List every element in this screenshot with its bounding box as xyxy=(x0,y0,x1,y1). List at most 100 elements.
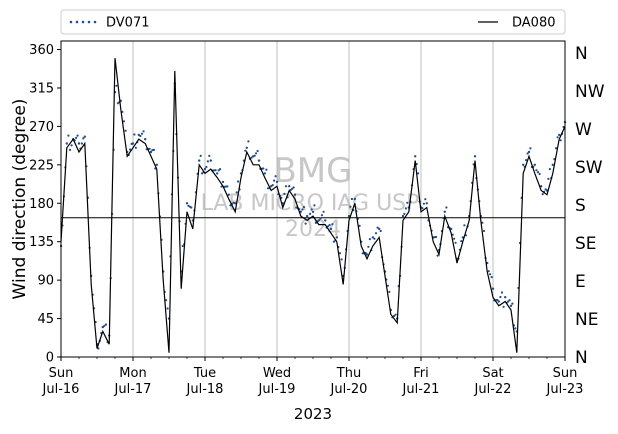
dv071-point xyxy=(329,227,333,231)
dv071-point xyxy=(155,163,158,166)
dv071-point xyxy=(101,325,105,329)
dv071-point xyxy=(256,149,259,153)
dv071-point xyxy=(283,192,286,195)
dv071-point xyxy=(221,180,225,184)
legend-dv071-label: DV071 xyxy=(106,16,150,31)
dv071-point xyxy=(376,226,379,229)
legend: DV071 DA080 xyxy=(60,9,566,35)
x-tick-label-date: Jul-22 xyxy=(474,382,512,397)
dv071-point xyxy=(115,84,118,87)
compass-label: SE xyxy=(575,234,597,254)
x-tick-label-day: Sat xyxy=(482,366,503,381)
dv071-point xyxy=(262,167,265,170)
dv071-point xyxy=(424,198,427,201)
dv071-point xyxy=(310,208,313,211)
dv071-point xyxy=(309,212,312,215)
dv071-point xyxy=(206,160,209,163)
watermark-line-3: 2024 xyxy=(285,217,341,242)
compass-label: E xyxy=(575,272,586,292)
dv071-point xyxy=(509,304,513,307)
dv071-point xyxy=(350,197,353,201)
dv071-point xyxy=(527,150,531,154)
dv071-point xyxy=(378,227,381,231)
dv071-point xyxy=(373,237,376,240)
compass-label: W xyxy=(575,120,592,140)
dv071-point xyxy=(526,152,529,155)
dv071-point xyxy=(392,314,396,318)
dv071-point xyxy=(198,159,201,162)
y-tick-label: 180 xyxy=(29,197,54,212)
dv071-point xyxy=(244,149,247,152)
dv071-point xyxy=(250,156,253,159)
dv071-point xyxy=(538,172,541,176)
dv071-point xyxy=(496,298,499,302)
dv071-point xyxy=(502,305,505,308)
dv071-point xyxy=(263,172,266,175)
dv071-point xyxy=(229,204,232,207)
dv071-point xyxy=(422,202,425,205)
x-tick-label-day: Wed xyxy=(263,366,291,381)
watermark: BMG LAB MICRO IAG USP 2024 xyxy=(201,151,420,242)
y-tick-label: 225 xyxy=(29,158,54,173)
dv071-point xyxy=(70,144,73,147)
dv071-point xyxy=(266,187,270,190)
legend-box xyxy=(60,9,566,35)
dv071-point xyxy=(388,290,391,293)
dv071-point xyxy=(214,169,217,172)
dv071-point xyxy=(394,313,397,316)
y-tick-label: 0 xyxy=(46,351,54,366)
dv071-point xyxy=(235,191,238,194)
x-tick-label-date: Jul-19 xyxy=(258,382,296,397)
dv071-point xyxy=(365,253,369,256)
dv071-point xyxy=(274,175,277,178)
dv071-point xyxy=(556,136,559,139)
dv071-point xyxy=(508,299,511,302)
dv071-point xyxy=(454,241,457,244)
dv071-point xyxy=(217,169,220,172)
dv071-point xyxy=(97,347,100,350)
dv071-point xyxy=(327,225,330,228)
dv071-point xyxy=(324,219,327,222)
dv071-point xyxy=(201,172,204,175)
dv071-point xyxy=(541,193,544,196)
dv071-point xyxy=(529,147,532,150)
dv071-point xyxy=(144,138,147,141)
dv071-point xyxy=(536,171,540,174)
dv071-point xyxy=(367,245,370,248)
dv071-point xyxy=(533,163,536,166)
dv071-point xyxy=(436,254,439,257)
compass-label: NW xyxy=(575,82,605,102)
dv071-point xyxy=(302,206,306,209)
y-tick-label: 270 xyxy=(29,120,54,135)
dv071-point xyxy=(317,219,320,222)
dv071-point xyxy=(332,240,335,243)
dv071-point xyxy=(237,180,240,183)
x-tick-label-day: Fri xyxy=(413,366,429,381)
x-tick-label-day: Tue xyxy=(193,366,216,381)
dv071-point xyxy=(121,110,124,113)
dv071-point xyxy=(165,299,168,302)
dv071-point xyxy=(185,202,189,205)
dv071-point xyxy=(76,134,79,137)
dv071-point xyxy=(148,147,151,150)
dv071-point xyxy=(313,204,316,207)
dv071-point xyxy=(129,148,132,151)
y-tick-label: 135 xyxy=(29,235,54,250)
dv071-point xyxy=(551,163,554,166)
dv071-point xyxy=(253,154,256,157)
dv071-point xyxy=(417,172,420,175)
y-axis: 0 45 90 135 180 225 270 315 360 xyxy=(29,43,61,366)
x-tick-label-day: Mon xyxy=(119,366,146,381)
compass-axis: N NE E SE S SW W NW N xyxy=(575,44,605,368)
dv071-point xyxy=(83,135,87,138)
dv071-point xyxy=(65,142,69,145)
y-tick-label: 315 xyxy=(29,81,54,96)
dv071-point xyxy=(131,142,135,145)
dv071-point xyxy=(514,327,517,330)
dv071-point xyxy=(500,291,504,294)
dv071-point xyxy=(353,197,356,201)
dv071-point xyxy=(421,207,424,210)
dv071-point xyxy=(311,210,315,213)
dv071-point xyxy=(554,147,558,150)
dv071-point xyxy=(340,258,343,261)
